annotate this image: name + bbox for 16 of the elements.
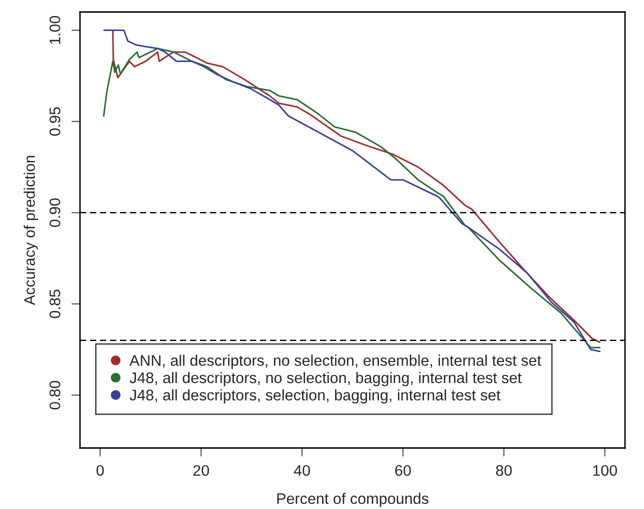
- legend-label: ANN, all descriptors, no selection, ensemble, internal test set: [129, 354, 542, 369]
- x-axis-title: Percent of compounds: [277, 492, 428, 508]
- y-tick-label: 0.90: [49, 198, 60, 227]
- legend-label: J48, all descriptors, no selection, bagging, internal test set: [130, 372, 522, 386]
- x-tick-label: 20: [193, 465, 210, 476]
- x-tick-label: 40: [294, 465, 310, 476]
- y-axis-title: Accuracy of prediction: [24, 156, 38, 306]
- y-tick-label: 0.80: [49, 380, 60, 410]
- y-tick-label: 0.95: [49, 107, 60, 136]
- y-tick-label: 0.85: [49, 290, 60, 318]
- x-tick-label: 0: [96, 465, 104, 476]
- x-tick-label: 100: [593, 465, 617, 476]
- x-tick-label: 80: [496, 465, 512, 476]
- legend-label: J48, all descriptors, selection, bagging, internal test set: [130, 389, 500, 404]
- y-tick-label: 1.00: [49, 16, 60, 44]
- x-tick-label: 60: [395, 465, 411, 476]
